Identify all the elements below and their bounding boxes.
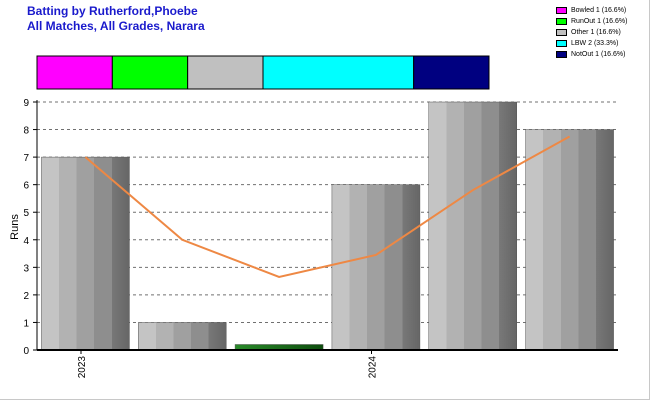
bar-1 bbox=[138, 322, 227, 351]
legend-item-other: Other 1 (16.6%) bbox=[556, 27, 627, 38]
legend-item-runout: RunOut 1 (16.6%) bbox=[556, 16, 627, 27]
legend: Bowled 1 (16.6%) RunOut 1 (16.6%) Other … bbox=[556, 5, 627, 60]
strip-segment-bowled bbox=[36, 55, 113, 90]
legend-item-lbw: LBW 2 (33.3%) bbox=[556, 38, 627, 49]
strip-segment-runout bbox=[111, 55, 189, 90]
y-tick-label-4: 4 bbox=[23, 236, 29, 247]
bar-0 bbox=[41, 156, 130, 351]
legend-label-other: Other 1 (16.6%) bbox=[571, 29, 621, 36]
y-tick-label-7: 7 bbox=[23, 153, 29, 164]
bar-3 bbox=[331, 184, 421, 351]
axes bbox=[36, 100, 618, 351]
y-tick-label-2: 2 bbox=[23, 291, 29, 302]
legend-swatch-bowled bbox=[556, 7, 567, 14]
legend-swatch-lbw bbox=[556, 40, 567, 47]
y-tick-label-5: 5 bbox=[23, 208, 29, 219]
x-tick-label-2024: 2024 bbox=[368, 356, 379, 379]
chart-title-line-2: All Matches, All Grades, Narara bbox=[27, 19, 205, 33]
chart-title: Batting by Rutherford,Phoebe All Matches… bbox=[27, 4, 205, 34]
legend-item-bowled: Bowled 1 (16.6%) bbox=[556, 5, 627, 16]
y-tick-label-9: 9 bbox=[23, 98, 29, 109]
y-tick-label-0: 0 bbox=[23, 346, 29, 357]
legend-label-runout: RunOut 1 (16.6%) bbox=[571, 18, 628, 25]
legend-label-lbw: LBW 2 (33.3%) bbox=[571, 40, 619, 47]
strip-segment-other bbox=[187, 55, 264, 90]
y-tick-label-6: 6 bbox=[23, 181, 29, 192]
legend-label-bowled: Bowled 1 (16.6%) bbox=[571, 7, 627, 14]
y-tick-label-8: 8 bbox=[23, 126, 29, 137]
chart-title-line-1: Batting by Rutherford,Phoebe bbox=[27, 4, 198, 18]
legend-swatch-runout bbox=[556, 18, 567, 25]
dismissal-strip bbox=[36, 55, 490, 90]
strip-segment-lbw bbox=[262, 55, 415, 90]
trend-line bbox=[84, 135, 571, 279]
legend-item-notout: NotOut 1 (16.6%) bbox=[556, 49, 627, 60]
legend-swatch-other bbox=[556, 29, 567, 36]
x-tick-labels: 2023 2024 bbox=[77, 350, 379, 378]
y-axis-label: Runs bbox=[9, 214, 21, 240]
gridlines bbox=[37, 101, 618, 323]
y-tick-label-1: 1 bbox=[23, 318, 29, 329]
strip-segment-notout bbox=[413, 55, 490, 90]
x-tick-label-2023: 2023 bbox=[77, 356, 88, 379]
legend-label-notout: NotOut 1 (16.6%) bbox=[571, 51, 626, 58]
y-tick-labels: 0 1 2 3 4 5 6 7 8 9 bbox=[23, 98, 37, 357]
bar-4 bbox=[428, 101, 517, 351]
bars bbox=[41, 101, 614, 351]
y-tick-label-3: 3 bbox=[23, 263, 29, 274]
bar-5 bbox=[525, 129, 614, 351]
legend-swatch-notout bbox=[556, 51, 567, 58]
trend-line-path bbox=[84, 135, 571, 279]
